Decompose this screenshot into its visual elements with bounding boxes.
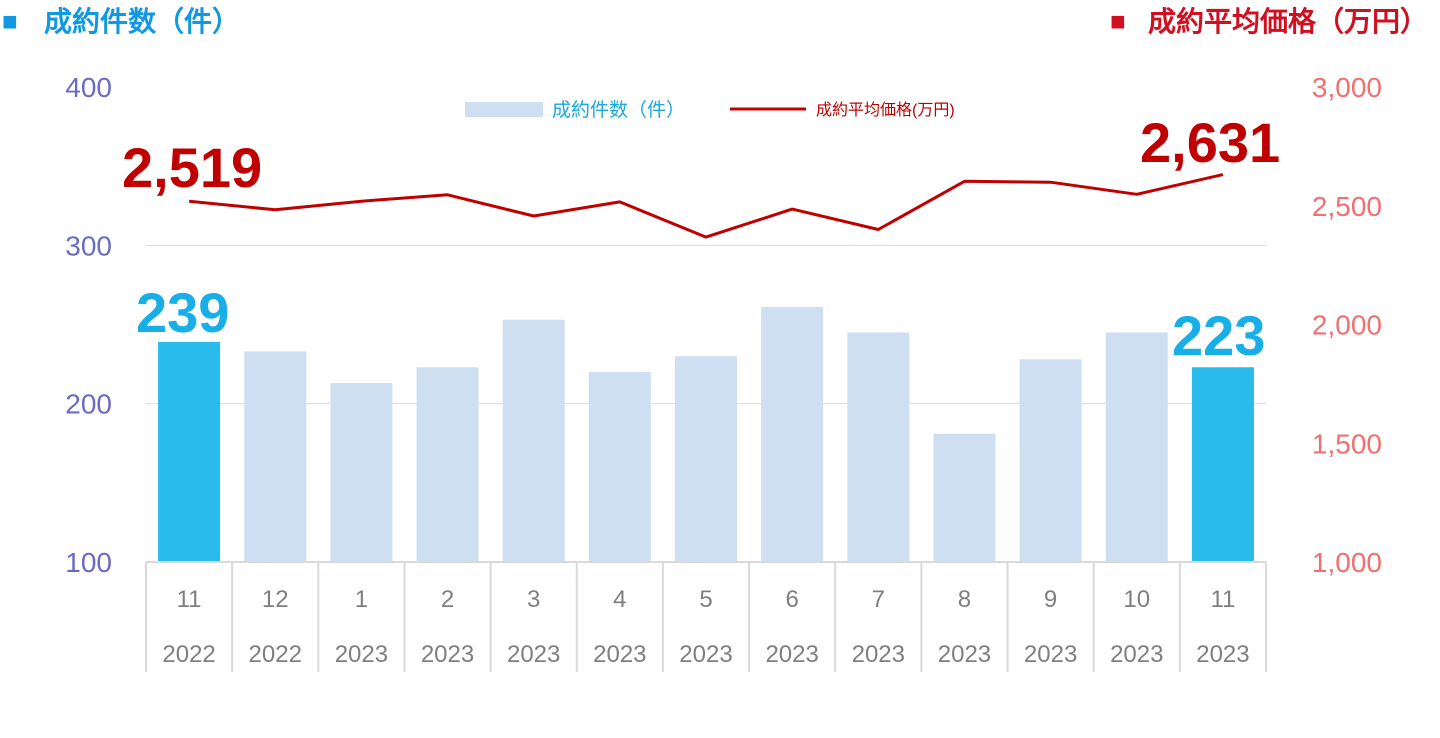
header-left: ■ 成約件数（件） (2, 5, 240, 37)
y-left-tick-label: 300 (65, 230, 112, 261)
x-tick-month: 7 (872, 586, 885, 613)
y-left-tick-label: 100 (65, 547, 112, 578)
x-tick-month: 12 (262, 586, 289, 613)
x-tick-month: 9 (1044, 586, 1057, 613)
price-line (188, 173, 1224, 239)
y-axis-right: 1,000 1,500 2,000 2,500 3,000 (1312, 72, 1382, 578)
x-tick-year: 2023 (1196, 641, 1249, 668)
header-left-title: 成約件数（件） (44, 5, 240, 37)
y-left-tick-label: 200 (65, 389, 112, 420)
annotation-price-last: 2,631 (1140, 111, 1280, 174)
x-tick-month: 2 (441, 586, 454, 613)
legend: 成約件数（件） 成約平均価格(万円) (465, 99, 955, 121)
bar (244, 351, 307, 562)
legend-bar-swatch (465, 102, 543, 117)
bar (933, 433, 996, 562)
bar (675, 356, 737, 562)
x-tick-year: 2023 (507, 641, 560, 668)
y-right-tick-label: 1,500 (1312, 428, 1382, 459)
bar (1019, 359, 1082, 562)
x-tick-year: 2023 (765, 641, 818, 668)
y-right-tick-label: 2,000 (1312, 310, 1382, 341)
x-tick-year: 2023 (593, 641, 646, 668)
x-tick-month: 6 (785, 586, 798, 613)
x-tick-year: 2022 (249, 641, 302, 668)
header-right: ■ 成約平均価格（万円） (1110, 5, 1428, 37)
x-tick-month: 1 (355, 586, 368, 613)
bar (330, 383, 393, 562)
annotation-price-first: 2,519 (122, 136, 262, 199)
x-tick-month: 5 (699, 586, 712, 613)
x-axis: 11 2022 12 2022 1 2023 2 2023 3 2023 4 2023 5 2023 6 20… (145, 561, 1267, 672)
y-left-tick-label: 400 (65, 72, 112, 103)
bar-series (158, 307, 1254, 562)
header-left-square-icon: ■ (2, 6, 18, 36)
annotation-count-last: 223 (1172, 304, 1265, 367)
y-right-tick-label: 1,000 (1312, 547, 1382, 578)
bar (502, 319, 565, 562)
bar (761, 307, 824, 562)
y-axis-left: 100 200 300 400 (65, 72, 112, 578)
legend-bar-label: 成約件数（件） (552, 99, 685, 121)
x-tick-year: 2023 (679, 641, 732, 668)
x-tick-year: 2023 (335, 641, 388, 668)
x-tick-month: 11 (1210, 586, 1235, 613)
x-tick-month: 8 (958, 586, 971, 613)
line-series (188, 173, 1224, 239)
x-tick-year: 2023 (1024, 641, 1077, 668)
annotation-count-first: 239 (136, 281, 229, 344)
header-right-title: 成約平均価格（万円） (1148, 5, 1428, 37)
bar (588, 372, 651, 562)
y-right-tick-label: 3,000 (1312, 72, 1382, 103)
bar (416, 367, 479, 562)
legend-line-label: 成約平均価格(万円) (816, 101, 955, 119)
bar (847, 332, 910, 562)
x-tick-year: 2023 (421, 641, 474, 668)
x-tick-month: 11 (177, 586, 202, 613)
y-right-tick-label: 2,500 (1312, 191, 1382, 222)
bar (158, 341, 221, 562)
x-tick-year: 2023 (1110, 641, 1163, 668)
x-tick-year: 2023 (852, 641, 905, 668)
bar (1191, 367, 1254, 562)
bar (1105, 332, 1168, 562)
x-tick-month: 4 (613, 586, 626, 613)
x-tick-month: 3 (527, 586, 540, 613)
x-tick-month: 10 (1123, 586, 1150, 613)
x-tick-year: 2022 (162, 641, 215, 668)
header-right-square-icon: ■ (1110, 6, 1126, 36)
x-tick-year: 2023 (938, 641, 991, 668)
